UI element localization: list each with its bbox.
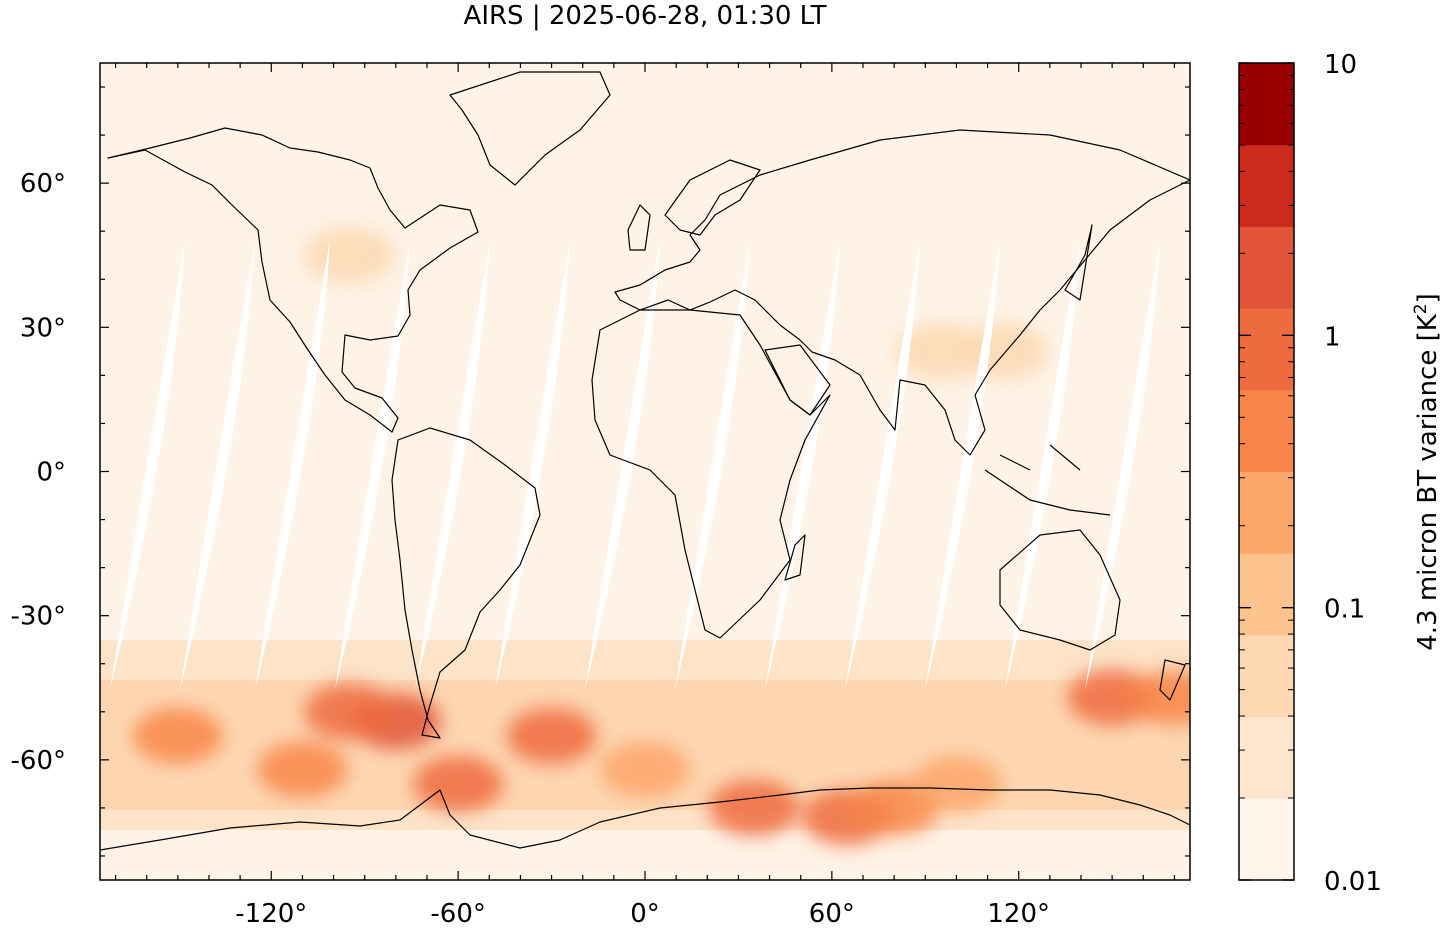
orbit-swath-gaps <box>110 240 1160 690</box>
colorbar-label-sup: 2 <box>1411 303 1431 314</box>
map-plot-area <box>100 63 1190 880</box>
variance-hotspot <box>1067 669 1158 726</box>
coastline-greenland <box>449 71 611 186</box>
y-tick-label: -60° <box>11 746 66 776</box>
variance-hotspot <box>304 227 395 284</box>
variance-hotspot <box>600 741 690 798</box>
variance-hotspot <box>709 779 799 836</box>
swath-gap <box>585 240 660 690</box>
variance-hotspot <box>911 755 1002 812</box>
colorbar-tick-label: 1 <box>1324 322 1341 352</box>
colorbar: 10 1 0.1 0.01 <box>1238 50 1382 897</box>
coastline-indonesia <box>984 444 1111 516</box>
colorbar-segment <box>1239 634 1294 718</box>
swath-gap <box>495 240 570 690</box>
coastline-eurasia <box>614 129 1190 456</box>
y-tick-label: 0° <box>36 458 66 488</box>
coastline-madagascar <box>784 534 806 581</box>
coastline-scandinavia <box>664 159 761 236</box>
swath-gap <box>1005 240 1080 690</box>
variance-hotspot <box>506 707 597 764</box>
x-tick-label: 120° <box>987 899 1050 929</box>
colorbar-label: 4.3 micron BT variance [K2] <box>1411 293 1442 651</box>
colorbar-frame <box>1238 62 1295 881</box>
colorbar-segment <box>1239 226 1294 309</box>
colorbar-label-main: 4.3 micron BT variance [K <box>1413 313 1442 651</box>
coastline-antarctica <box>100 787 1190 851</box>
swath-gap <box>110 240 185 690</box>
swath-gap <box>845 240 920 690</box>
coastline-britain <box>627 204 651 251</box>
colorbar-tick-label: 0.1 <box>1324 595 1365 625</box>
colorbar-segment <box>1239 63 1294 146</box>
variance-hotspot <box>1129 669 1190 726</box>
southern-variance-band <box>100 640 1190 830</box>
swath-gap <box>1085 240 1160 690</box>
swath-gap <box>675 240 750 690</box>
variance-hotspots <box>132 227 1190 846</box>
x-tick-label: -120° <box>235 899 307 929</box>
variance-hotspot <box>413 755 504 812</box>
coastline-arabia <box>764 344 831 416</box>
colorbar-tick-label: 10 <box>1324 50 1357 80</box>
y-tick-label: 60° <box>20 169 66 199</box>
colorbar-segment <box>1239 553 1294 636</box>
x-tick-label: -60° <box>430 899 485 929</box>
variance-hotspot <box>958 323 1049 380</box>
colorbar-segment <box>1239 798 1294 881</box>
y-tick-label: -30° <box>11 602 66 632</box>
colorbar-segment <box>1239 144 1294 227</box>
coastline-south-america <box>391 427 541 739</box>
swath-gap <box>255 240 330 690</box>
colorbar-label-end: ] <box>1413 293 1442 303</box>
colorbar-segment <box>1239 308 1294 391</box>
swath-gap <box>335 240 410 690</box>
coastline-australia <box>999 529 1121 651</box>
variance-hotspot <box>304 683 395 740</box>
swath-gap <box>180 240 255 690</box>
chart-title: AIRS | 2025-06-28, 01:30 LT <box>464 1 827 31</box>
variance-hotspot <box>257 741 348 798</box>
map-axis-ticks: -120° -60° 0° 60° 120° 60° 30° 0° -30° -60° <box>11 63 1190 929</box>
colorbar-segment <box>1239 471 1294 554</box>
swath-gap <box>415 240 490 690</box>
coastline-new-zealand <box>1159 659 1186 701</box>
swath-gap <box>765 240 840 690</box>
colorbar-segment <box>1239 389 1294 472</box>
colorbar-segment <box>1239 716 1294 799</box>
variance-hotspot <box>132 707 223 764</box>
y-tick-label: 30° <box>20 313 66 343</box>
coastline-japan <box>1064 224 1093 301</box>
coastlines <box>100 71 1190 851</box>
x-tick-label: 0° <box>630 899 660 929</box>
coastline-africa <box>591 309 831 639</box>
coastline-north-america <box>107 127 479 433</box>
swath-gap <box>925 240 1000 690</box>
colorbar-tick-label: 0.01 <box>1324 867 1382 897</box>
variance-hotspot <box>895 323 986 380</box>
x-tick-label: 60° <box>809 899 855 929</box>
